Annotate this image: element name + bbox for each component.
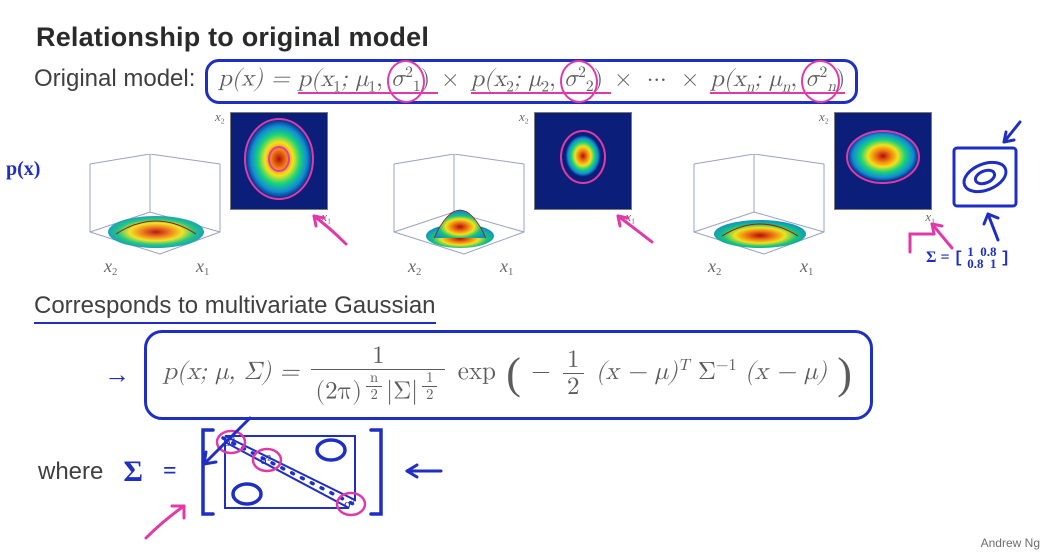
- mv-lhs: p(x; μ, Σ) =: [163, 359, 299, 384]
- sigma-arrow-icon: [190, 412, 280, 482]
- pink-arrow-1: [306, 210, 356, 250]
- figure-pair-1: x2 x1: [70, 118, 350, 278]
- slide: Relationship to original model Original …: [0, 0, 1056, 558]
- multivariate-row: → p(x; μ, Σ) = 1 (2π)n2|Σ|12 exp ( − 12 …: [34, 330, 1022, 420]
- original-model-label: Original model:: [34, 65, 195, 93]
- svg-text:σ²: σ²: [344, 496, 355, 511]
- x2-label-3: x2: [708, 256, 721, 278]
- original-model-line: Original model: p(x) = p(x1; μ1, σ21) × …: [34, 59, 1022, 104]
- om-term-n: p(xn; μn, σ2n): [710, 67, 845, 94]
- attribution: Andrew Ng: [981, 536, 1040, 550]
- mv-frac: 1 (2π)n2|Σ|12: [311, 343, 445, 405]
- multivariate-formula: p(x; μ, Σ) = 1 (2π)n2|Σ|12 exp ( − 12 (x…: [163, 359, 854, 384]
- slide-title: Relationship to original model: [36, 22, 1022, 53]
- multivariate-box: p(x; μ, Σ) = 1 (2π)n2|Σ|12 exp ( − 12 (x…: [144, 330, 873, 420]
- corresponds-label: Corresponds to multivariate Gaussian: [34, 292, 436, 324]
- x1-label-2: x1: [500, 256, 513, 278]
- figure-pair-2: x2 x1: [374, 118, 654, 278]
- x2-label-2: x2: [408, 256, 421, 278]
- original-model-formula: p(x) = p(x1; μ1, σ21) × p(x2; μ2, σ22) ×…: [218, 67, 845, 94]
- x2-label-1: x2: [104, 256, 117, 278]
- original-model-box: p(x) = p(x1; μ1, σ21) × p(x2; μ2, σ22) ×…: [205, 59, 858, 104]
- arrow-to-mv-icon: →: [104, 360, 130, 390]
- om-lhs: p(x) =: [218, 67, 289, 91]
- sigma1-circled: σ21: [391, 64, 421, 97]
- matrix-arrow-icon: [393, 427, 453, 517]
- x1-label-3: x1: [800, 256, 813, 278]
- pink-arrow-2: [612, 212, 662, 248]
- figure-row: x2 x1: [34, 118, 1022, 282]
- equals-hand: =: [163, 458, 177, 485]
- where-label: where: [38, 458, 103, 486]
- heatmap-1: x1 x2: [230, 112, 328, 210]
- sigma2-circled: σ22: [564, 64, 594, 97]
- om-term-1: p(x1; μ1, σ21): [298, 67, 438, 94]
- pink-sigma-arrow-icon: [140, 500, 200, 544]
- heatmap-2: x1 x2: [534, 112, 632, 210]
- sigma-hand-icon: Σ: [123, 455, 143, 489]
- om-term-2: p(x2; μ2, σ22): [471, 67, 611, 94]
- sigma-mini-annotation: Σ = [ 1 0.8 0.8 1 ]: [926, 246, 1036, 271]
- x1-label-1: x1: [196, 256, 209, 278]
- tilted-contour-sketch: [908, 114, 1038, 254]
- sigman-circled: σ2n: [805, 64, 836, 97]
